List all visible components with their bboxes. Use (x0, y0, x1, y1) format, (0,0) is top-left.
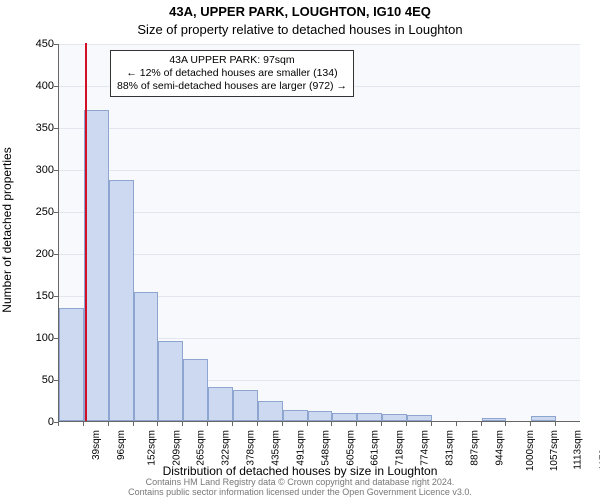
x-tick-mark (505, 422, 506, 426)
gridline (59, 254, 580, 255)
y-tick-label: 150 (14, 290, 54, 302)
title-subtitle: Size of property relative to detached ho… (0, 22, 600, 37)
x-tick-mark (356, 422, 357, 426)
x-tick-mark (530, 422, 531, 426)
histogram-bar (407, 415, 432, 421)
y-tick-label: 250 (14, 206, 54, 218)
x-tick-mark (207, 422, 208, 426)
x-tick-mark (456, 422, 457, 426)
footer-line-2: Contains public sector information licen… (0, 488, 600, 498)
y-tick-label: 400 (14, 80, 54, 92)
gridline (59, 44, 580, 45)
x-tick-label: 944sqm (494, 430, 505, 466)
histogram-bar (134, 292, 159, 421)
x-tick-label: 1113sqm (573, 430, 584, 470)
annotation-callout: 43A UPPER PARK: 97sqm ← 12% of detached … (110, 50, 354, 97)
x-tick-mark (381, 422, 382, 426)
x-tick-mark (157, 422, 158, 426)
title-address: 43A, UPPER PARK, LOUGHTON, IG10 4EQ (0, 4, 600, 19)
x-tick-label: 322sqm (221, 430, 232, 466)
x-axis-title: Distribution of detached houses by size … (0, 464, 600, 478)
y-tick-mark (54, 212, 58, 213)
y-tick-mark (54, 128, 58, 129)
gridline (59, 170, 580, 171)
x-tick-mark (481, 422, 482, 426)
y-tick-label: 300 (14, 164, 54, 176)
histogram-bar (258, 401, 283, 421)
y-tick-label: 450 (14, 38, 54, 50)
y-axis-title: Number of detached properties (0, 147, 14, 312)
y-tick-label: 200 (14, 248, 54, 260)
histogram-bar (208, 387, 233, 421)
x-tick-label: 661sqm (370, 430, 381, 466)
footer-attribution: Contains HM Land Registry data © Crown c… (0, 478, 600, 498)
histogram-bar (84, 110, 109, 421)
histogram-bar (109, 180, 134, 421)
x-tick-label: 887sqm (469, 430, 480, 466)
x-tick-label: 39sqm (91, 430, 102, 460)
x-tick-label: 209sqm (171, 430, 182, 466)
x-tick-label: 548sqm (320, 430, 331, 466)
y-tick-label: 100 (14, 332, 54, 344)
gridline (59, 212, 580, 213)
x-tick-label: 378sqm (246, 430, 257, 466)
y-tick-mark (54, 44, 58, 45)
annotation-line-1: 43A UPPER PARK: 97sqm (117, 54, 347, 67)
x-tick-label: 96sqm (116, 430, 127, 460)
x-tick-mark (182, 422, 183, 426)
x-tick-mark (133, 422, 134, 426)
x-tick-label: 265sqm (196, 430, 207, 466)
y-tick-label: 350 (14, 122, 54, 134)
x-tick-label: 152sqm (146, 430, 157, 466)
x-tick-label: 831sqm (445, 430, 456, 466)
x-tick-mark (257, 422, 258, 426)
y-tick-mark (54, 254, 58, 255)
histogram-bar (308, 411, 333, 421)
x-tick-mark (83, 422, 84, 426)
chart-container: 43A, UPPER PARK, LOUGHTON, IG10 4EQ Size… (0, 0, 600, 500)
gridline (59, 128, 580, 129)
histogram-bar (531, 416, 556, 421)
x-tick-mark (282, 422, 283, 426)
histogram-bar (382, 414, 407, 421)
y-tick-mark (54, 86, 58, 87)
x-tick-label: 1057sqm (550, 430, 561, 471)
x-tick-mark (58, 422, 59, 426)
annotation-line-3: 88% of semi-detached houses are larger (… (117, 80, 347, 93)
y-tick-mark (54, 170, 58, 171)
x-tick-label: 1000sqm (525, 430, 536, 471)
property-marker-line (85, 43, 87, 421)
y-tick-mark (54, 296, 58, 297)
x-tick-mark (431, 422, 432, 426)
histogram-bar (59, 308, 84, 421)
x-tick-label: 718sqm (395, 430, 406, 466)
x-tick-label: 774sqm (420, 430, 431, 466)
y-tick-mark (54, 338, 58, 339)
x-tick-label: 605sqm (345, 430, 356, 466)
annotation-line-2: ← 12% of detached houses are smaller (13… (117, 67, 347, 80)
y-tick-mark (54, 380, 58, 381)
histogram-bar (482, 418, 507, 421)
y-tick-label: 0 (14, 416, 54, 428)
x-tick-mark (555, 422, 556, 426)
histogram-bar (233, 390, 258, 421)
x-tick-mark (232, 422, 233, 426)
x-tick-mark (331, 422, 332, 426)
x-tick-label: 435sqm (271, 430, 282, 466)
plot-area (58, 44, 580, 422)
x-tick-label: 491sqm (295, 430, 306, 466)
histogram-bar (183, 359, 208, 421)
histogram-bar (158, 341, 183, 421)
y-tick-label: 50 (14, 374, 54, 386)
x-tick-mark (307, 422, 308, 426)
x-tick-mark (108, 422, 109, 426)
histogram-bar (357, 413, 382, 421)
histogram-bar (283, 410, 308, 421)
histogram-bar (332, 413, 357, 421)
x-tick-mark (406, 422, 407, 426)
